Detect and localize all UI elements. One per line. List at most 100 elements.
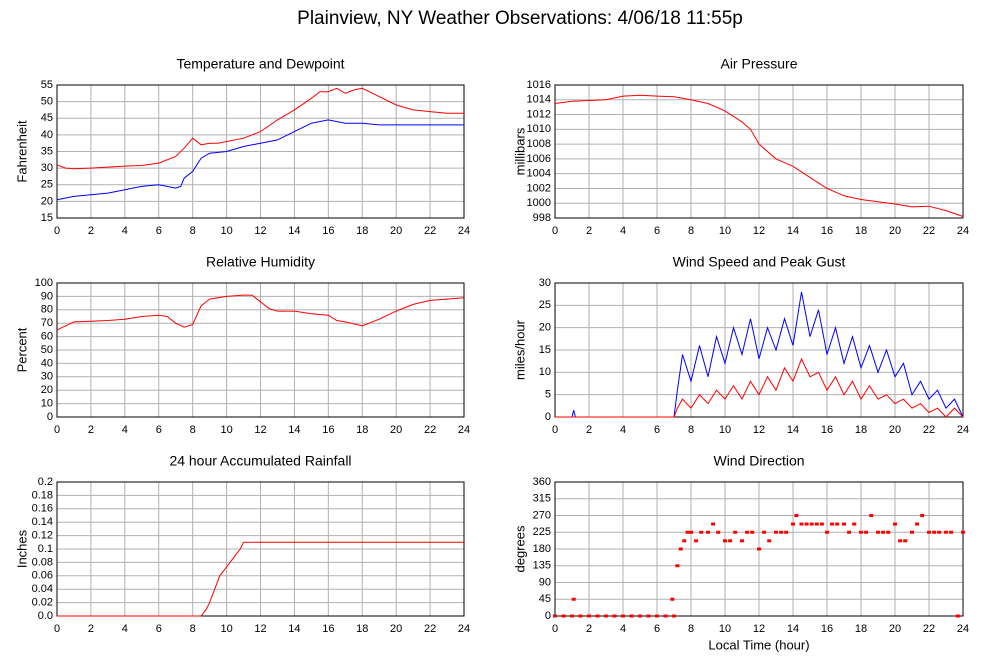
data-point [791,522,795,526]
y-tick-label: 0.08 [32,556,53,568]
data-line [56,87,464,170]
x-tick-label: 2 [586,225,592,237]
data-point [784,530,789,534]
data-point [570,614,574,618]
data-point [757,547,761,551]
data-line [56,294,465,331]
data-point [689,530,693,534]
plot-frame [554,481,964,617]
x-tick-label: 6 [654,225,660,237]
y-tick-label: 30 [539,277,551,289]
data-point [825,530,829,534]
data-point [706,530,710,534]
data-point [685,530,690,534]
x-tick-label: 20 [390,623,402,635]
y-tick-label: 90 [41,290,53,302]
data-point [750,530,755,534]
y-tick-label: 1012 [527,108,551,120]
y-tick-label: 998 [533,212,551,224]
y-tick-label: 1016 [527,79,551,91]
data-point [745,530,750,534]
x-tick-label: 4 [122,424,128,436]
y-tick-label: 20 [41,195,53,207]
plot-frame [56,84,465,219]
x-tick-label: 0 [54,424,60,436]
x-tick-label: 4 [122,623,128,635]
y-tick-label: 40 [41,129,53,141]
x-tick-label: 16 [821,424,833,436]
y-axis-label: Fahrenheit [14,120,29,183]
data-point [587,614,591,618]
data-line [554,94,964,217]
x-tick-label: 20 [889,424,901,436]
data-point [578,614,583,618]
x-tick-label: 16 [821,623,833,635]
data-point [819,522,824,526]
x-axis-label: Local Time (hour) [708,637,809,652]
data-point [571,597,576,601]
y-tick-label: 100 [35,277,53,289]
x-tick-label: 4 [620,424,626,436]
data-point [961,530,965,534]
data-point [612,614,617,618]
x-tick-label: 22 [424,225,436,237]
data-point [561,614,566,618]
x-tick-label: 18 [356,424,368,436]
x-tick-label: 10 [220,623,232,635]
y-tick-label: 0.18 [32,489,53,501]
x-tick-label: 14 [787,225,799,237]
x-tick-label: 18 [855,424,867,436]
x-tick-label: 8 [688,623,694,635]
data-point [809,522,814,526]
x-tick-label: 4 [620,225,626,237]
x-tick-label: 8 [190,225,196,237]
y-tick-label: 50 [41,96,53,108]
y-tick-label: 1000 [527,197,551,209]
y-tick-label: 180 [533,543,551,555]
x-tick-label: 12 [753,225,765,237]
data-point [932,530,937,534]
y-tick-label: 35 [41,145,53,157]
y-tick-label: 135 [533,560,551,572]
plot-frame [56,481,465,617]
y-tick-label: 90 [539,576,551,588]
x-tick-label: 0 [54,623,60,635]
x-tick-label: 16 [821,225,833,237]
x-tick-label: 14 [288,225,300,237]
data-point [881,530,886,534]
y-tick-label: 1004 [527,168,551,180]
data-point [694,539,699,543]
x-tick-label: 16 [322,424,334,436]
data-point [949,530,954,534]
y-tick-label: 0.16 [32,503,53,515]
x-tick-label: 6 [654,623,660,635]
data-point [869,514,874,517]
data-point [716,530,721,534]
y-tick-label: 5 [545,389,551,401]
x-tick-label: 8 [688,424,694,436]
x-tick-label: 24 [957,225,969,237]
x-tick-label: 10 [719,623,731,635]
x-tick-label: 24 [957,623,969,635]
x-tick-label: 14 [288,623,300,635]
x-tick-label: 8 [190,424,196,436]
x-tick-label: 18 [855,225,867,237]
data-point [876,530,880,534]
data-point [621,614,625,618]
x-tick-label: 12 [753,424,765,436]
y-tick-label: 0.02 [32,597,53,609]
y-tick-label: 40 [41,357,53,369]
data-point [711,522,716,526]
data-point [910,530,914,534]
y-tick-label: 0.12 [32,530,53,542]
plot-frame [56,282,465,418]
x-tick-label: 24 [957,424,969,436]
data-line [57,541,464,617]
x-tick-label: 14 [288,424,300,436]
data-point [893,522,897,526]
x-tick-label: 20 [889,623,901,635]
y-tick-label: 20 [41,384,53,396]
data-point [859,530,863,534]
